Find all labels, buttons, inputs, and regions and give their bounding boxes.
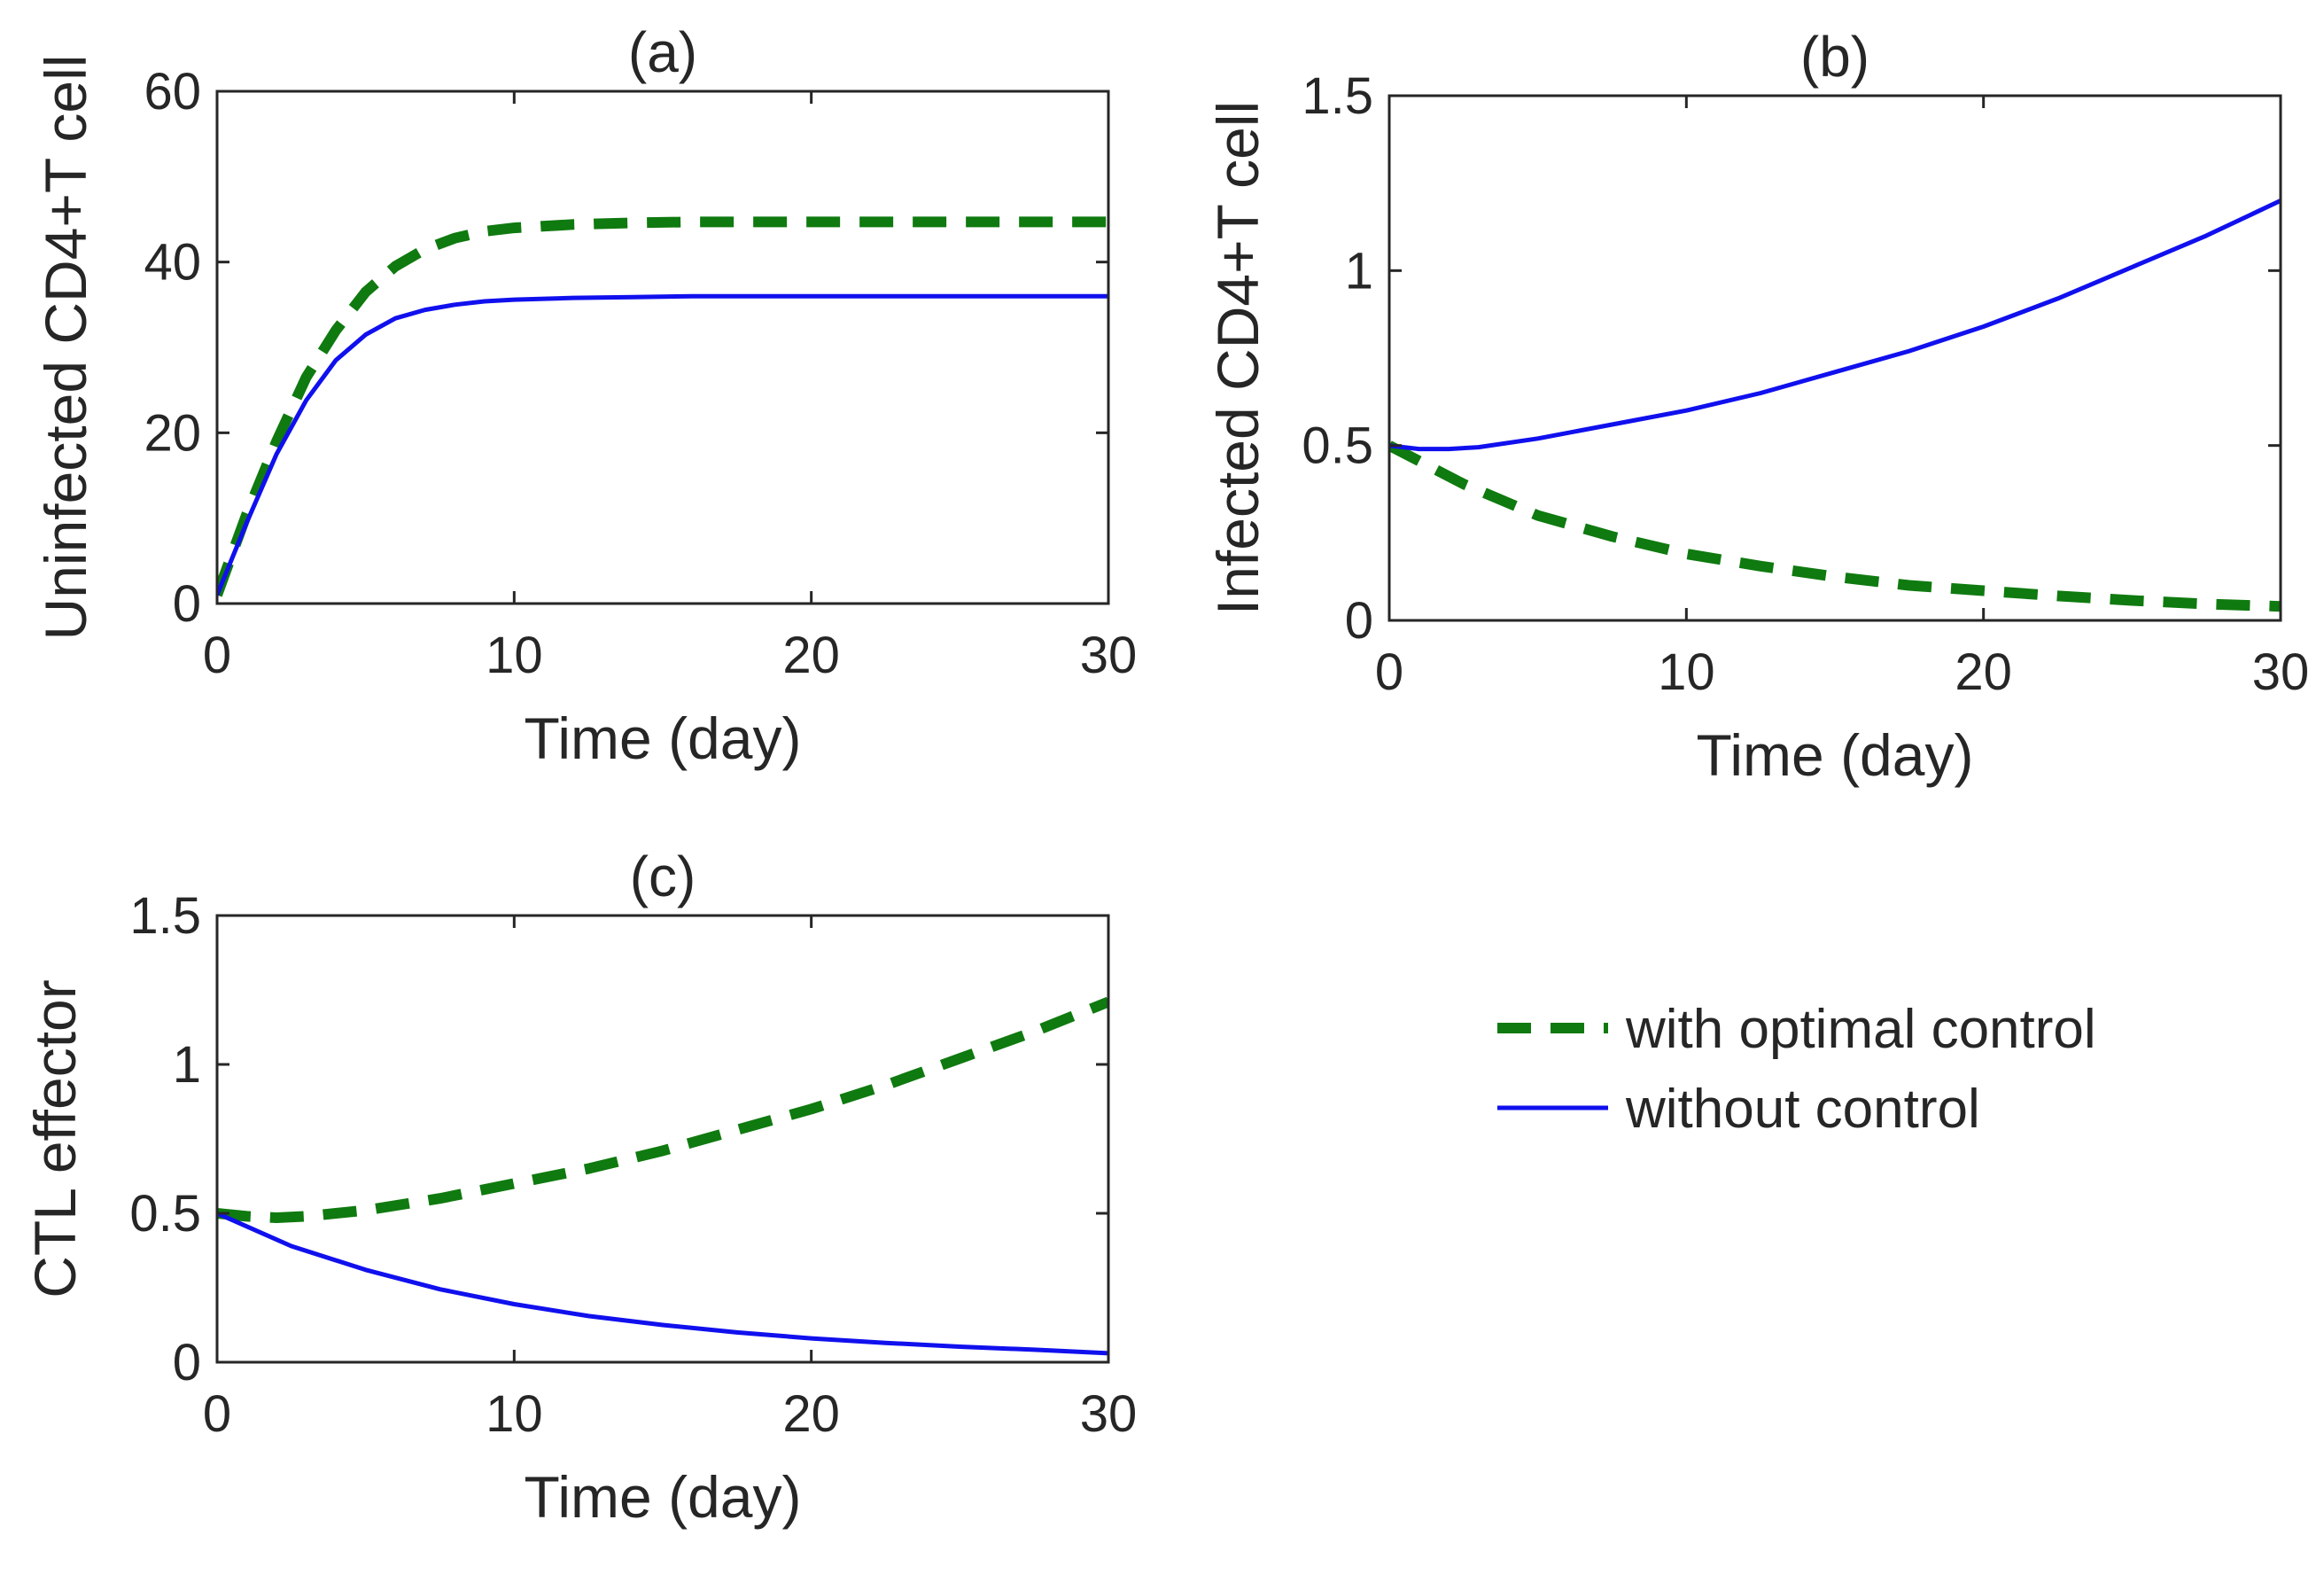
series-line-without-control [217, 1211, 1108, 1356]
x-axis-label: Time (day) [1697, 722, 1974, 788]
legend-label: with optimal control [1625, 999, 2096, 1060]
x-tick-label: 0 [1375, 643, 1403, 701]
y-tick-label: 0 [173, 575, 201, 633]
panel-title: (c) [630, 845, 696, 908]
y-tick-label: 1 [1345, 242, 1373, 300]
panel-b: 0 10 20 30 0 0.5 1 1.5 (b) Time (day) Infected CD4… [1205, 25, 2309, 788]
x-tick-label: 30 [1080, 627, 1138, 684]
x-tick-label: 20 [782, 627, 840, 684]
x-tick-label: 30 [1080, 1385, 1138, 1443]
x-tick-label: 0 [203, 1385, 231, 1443]
panel-title: (b) [1800, 25, 1869, 89]
legend-label: without control [1625, 1079, 1980, 1140]
legend: with optimal control without control [1497, 999, 2096, 1140]
axes-frame [1387, 94, 2282, 622]
panel-c: 0 10 20 30 0 0.5 1 1.5 (c) Time (day) CTL effector [22, 845, 1137, 1530]
x-axis-label: Time (day) [525, 705, 802, 771]
series-line-without-control [1389, 199, 2281, 452]
panel-a: 0 10 20 30 0 20 40 60 (a) Time (day) Uninfected CD… [33, 20, 1137, 771]
y-tick-label: 60 [144, 63, 201, 121]
axes-frame [215, 914, 1110, 1364]
x-axis-label: Time (day) [525, 1464, 802, 1530]
y-tick-label: 1.5 [1302, 67, 1373, 125]
x-tick-label: 20 [782, 1385, 840, 1443]
series-line-with-optimal-control [217, 996, 1108, 1223]
y-tick-label: 1 [173, 1036, 201, 1094]
y-tick-label: 1.5 [129, 887, 201, 945]
y-axis-label: Infected CD4+T cell [1205, 101, 1271, 615]
y-tick-label: 0.5 [129, 1185, 201, 1243]
y-tick-label: 0 [1345, 592, 1373, 650]
series-line-without-control [217, 293, 1108, 596]
x-tick-label: 20 [1955, 643, 2012, 701]
y-axis-label: Uninfected CD4+T cell [33, 55, 98, 641]
x-tick-label: 30 [2252, 643, 2310, 701]
x-tick-label: 10 [486, 1385, 543, 1443]
panel-title: (a) [628, 20, 697, 84]
y-tick-label: 20 [144, 404, 201, 462]
y-tick-label: 40 [144, 234, 201, 292]
axes-frame [215, 90, 1110, 605]
x-tick-label: 10 [1658, 643, 1715, 701]
x-tick-label: 0 [203, 627, 231, 684]
y-axis-label: CTL effector [22, 979, 88, 1298]
x-tick-label: 10 [486, 627, 543, 684]
y-tick-label: 0 [173, 1334, 201, 1391]
series-line-with-optimal-control [1389, 440, 2281, 612]
series-line-with-optimal-control [217, 216, 1108, 597]
y-tick-label: 0.5 [1302, 417, 1373, 475]
